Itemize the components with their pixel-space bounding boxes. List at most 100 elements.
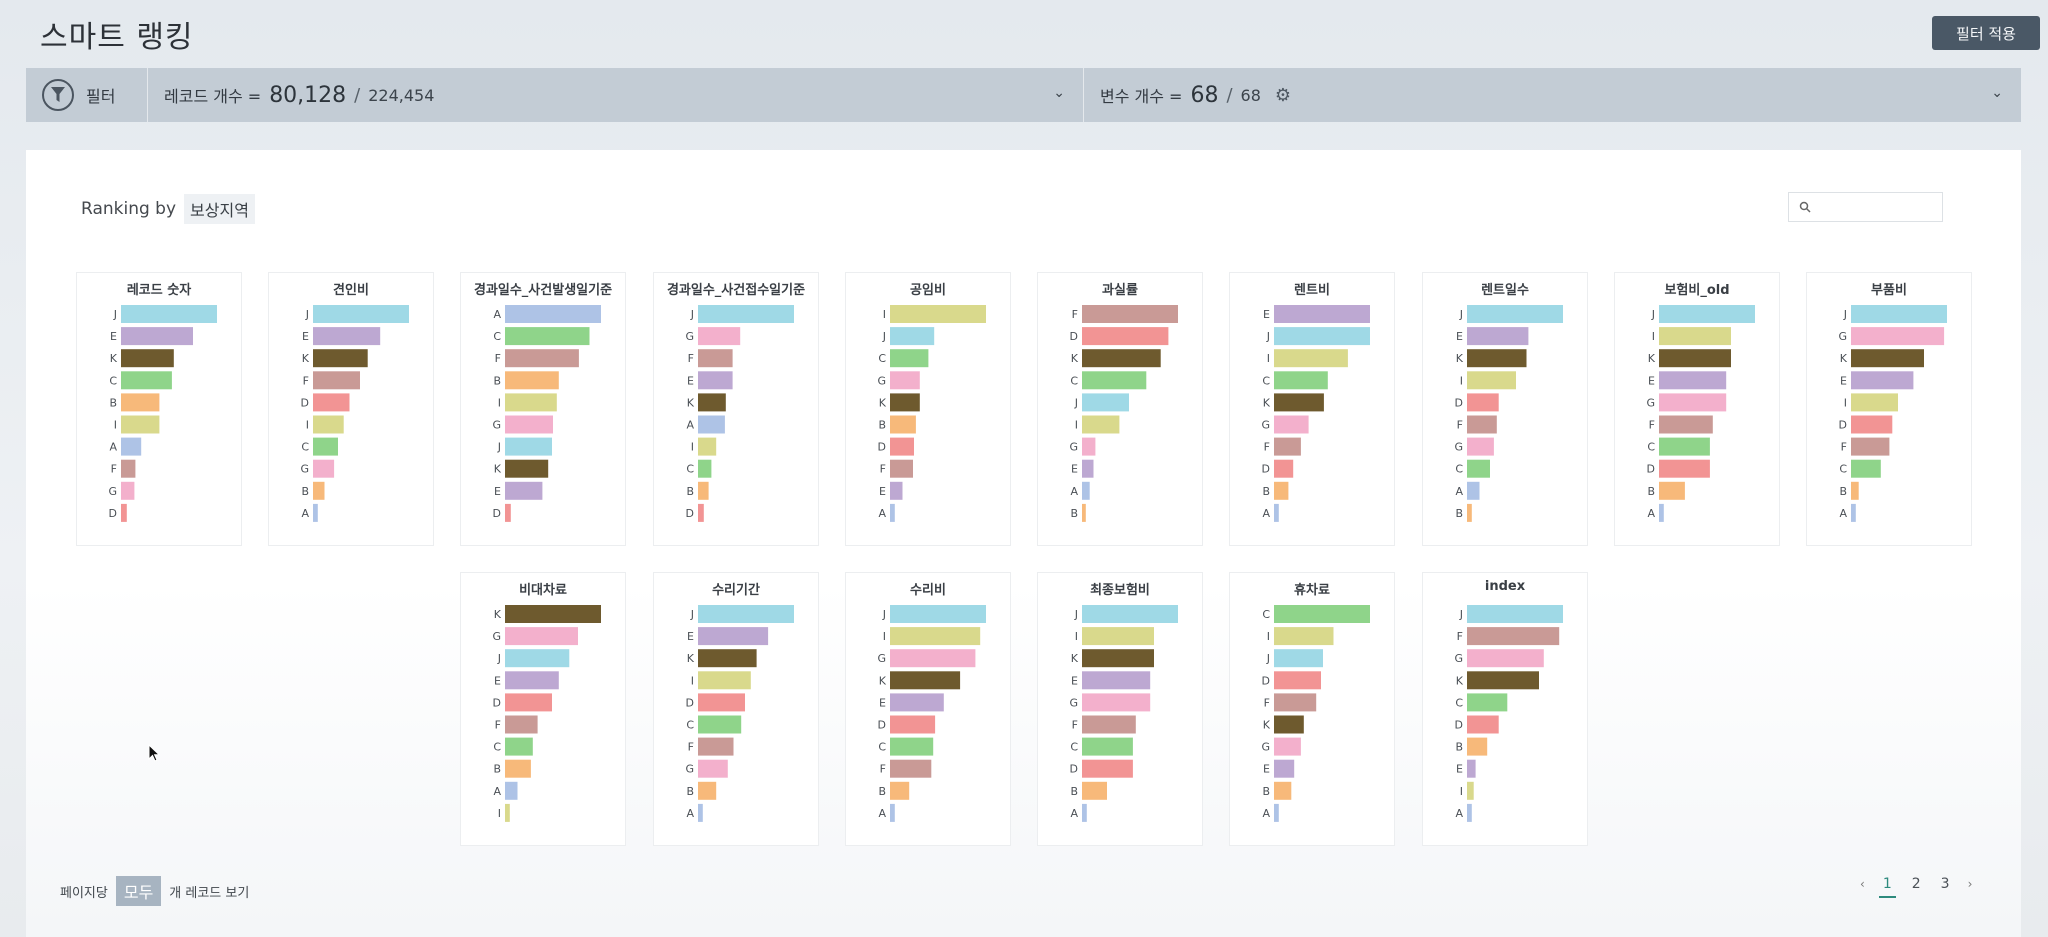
bar-J[interactable] [1659, 305, 1755, 323]
bar-F[interactable] [1659, 415, 1713, 434]
bar-B[interactable] [1082, 781, 1107, 800]
bar-E[interactable] [1467, 327, 1529, 346]
bar-D[interactable] [121, 503, 127, 522]
chevron-down-icon[interactable]: ⌄ [1991, 85, 2003, 101]
bar-E[interactable] [698, 371, 733, 390]
bar-K[interactable] [890, 671, 961, 690]
bar-A[interactable] [505, 305, 601, 323]
bar-B[interactable] [505, 759, 531, 778]
bar-B[interactable] [1274, 781, 1292, 800]
bar-G[interactable] [890, 371, 920, 390]
bar-F[interactable] [890, 759, 932, 778]
bar-J[interactable] [1274, 649, 1323, 668]
bar-I[interactable] [1467, 371, 1516, 390]
bar-C[interactable] [313, 437, 338, 456]
bar-K[interactable] [1274, 393, 1324, 412]
bar-G[interactable] [698, 327, 741, 346]
bar-B[interactable] [1082, 503, 1086, 522]
bar-B[interactable] [121, 393, 160, 412]
bar-C[interactable] [890, 349, 929, 368]
bar-F[interactable] [1467, 627, 1560, 646]
bar-C[interactable] [698, 459, 712, 478]
page-1[interactable]: 1 [1878, 876, 1896, 898]
ranking-card[interactable]: 보험비_old J I K E G F C D B A [1614, 272, 1780, 546]
bar-E[interactable] [890, 693, 944, 712]
bar-F[interactable] [698, 349, 733, 368]
ranking-by-value[interactable]: 보상지역 [184, 194, 255, 224]
bar-G[interactable] [505, 627, 578, 646]
bar-I[interactable] [1467, 781, 1474, 800]
bar-I[interactable] [313, 415, 344, 434]
bar-C[interactable] [1659, 437, 1710, 456]
bar-I[interactable] [505, 393, 557, 412]
chevron-down-icon[interactable]: ⌄ [1053, 85, 1065, 101]
bar-J[interactable] [1467, 605, 1563, 623]
bar-J[interactable] [1082, 605, 1178, 623]
bar-E[interactable] [890, 481, 903, 500]
bar-K[interactable] [1274, 715, 1304, 734]
bar-E[interactable] [121, 327, 193, 346]
bar-B[interactable] [1851, 481, 1859, 500]
bar-G[interactable] [890, 649, 976, 668]
bar-B[interactable] [1467, 503, 1472, 522]
bar-F[interactable] [1082, 305, 1178, 323]
ranking-card[interactable]: 렌트비 E J I C K G F D B A [1229, 272, 1395, 546]
bar-F[interactable] [1851, 437, 1890, 456]
ranking-card[interactable]: 경과일수_사건접수일기준 J G F E K A I C B D [653, 272, 819, 546]
bar-B[interactable] [890, 781, 910, 800]
record-count-dropdown[interactable]: 레코드 개수 = 80,128 / 224,454 ⌄ [148, 68, 1084, 122]
prev-page-icon[interactable]: ‹ [1860, 877, 1865, 891]
bar-E[interactable] [313, 327, 381, 346]
apply-filter-button[interactable]: 필터 적용 [1932, 16, 2040, 50]
bar-A[interactable] [1082, 481, 1090, 500]
bar-K[interactable] [313, 349, 368, 368]
bar-B[interactable] [1467, 737, 1488, 756]
bar-B[interactable] [505, 371, 559, 390]
bar-I[interactable] [1851, 393, 1898, 412]
bar-B[interactable] [698, 481, 709, 500]
bar-E[interactable] [505, 671, 559, 690]
bar-G[interactable] [1467, 649, 1544, 668]
ranking-card[interactable]: 수리비 J I G K E D C F B A [845, 572, 1011, 846]
bar-A[interactable] [1274, 803, 1279, 822]
ranking-card[interactable]: 경과일수_사건발생일기준 A C F B I G J K E D [460, 272, 626, 546]
bar-G[interactable] [505, 415, 553, 434]
page-3[interactable]: 3 [1940, 876, 1950, 892]
bar-A[interactable] [1274, 503, 1279, 522]
bar-C[interactable] [1467, 693, 1508, 712]
bar-J[interactable] [1274, 327, 1370, 346]
bar-E[interactable] [505, 481, 543, 500]
bar-F[interactable] [1467, 415, 1497, 434]
bar-G[interactable] [1659, 393, 1727, 412]
bar-J[interactable] [1851, 305, 1947, 323]
bar-A[interactable] [505, 781, 518, 800]
bar-A[interactable] [1467, 803, 1472, 822]
bar-F[interactable] [1274, 693, 1317, 712]
bar-A[interactable] [890, 503, 895, 522]
bar-C[interactable] [1274, 371, 1328, 390]
bar-B[interactable] [698, 781, 717, 800]
ranking-card[interactable]: 레코드 숫자 J E K C B I A F G D [76, 272, 242, 546]
bar-K[interactable] [1082, 349, 1161, 368]
bar-E[interactable] [1082, 459, 1094, 478]
filter-toggle[interactable]: 필터 [26, 68, 148, 122]
bar-I[interactable] [1274, 349, 1348, 368]
bar-A[interactable] [1659, 503, 1664, 522]
search-input[interactable] [1817, 199, 1937, 215]
bar-A[interactable] [698, 415, 725, 434]
bar-B[interactable] [890, 415, 916, 434]
bar-D[interactable] [505, 693, 552, 712]
bar-A[interactable] [698, 803, 703, 822]
bar-K[interactable] [1851, 349, 1924, 368]
bar-A[interactable] [1467, 481, 1480, 500]
bar-D[interactable] [1082, 759, 1133, 778]
bar-K[interactable] [1082, 649, 1154, 668]
bar-J[interactable] [505, 649, 570, 668]
bar-A[interactable] [121, 437, 142, 456]
variable-count-dropdown[interactable]: 변수 개수 = 68 / 68 ⚙ ⌄ [1084, 68, 2021, 122]
bar-J[interactable] [890, 605, 986, 623]
bar-D[interactable] [890, 715, 936, 734]
bar-D[interactable] [698, 503, 704, 522]
ranking-card[interactable]: 렌트일수 J E K I D F G C A B [1422, 272, 1588, 546]
bar-D[interactable] [1467, 715, 1499, 734]
